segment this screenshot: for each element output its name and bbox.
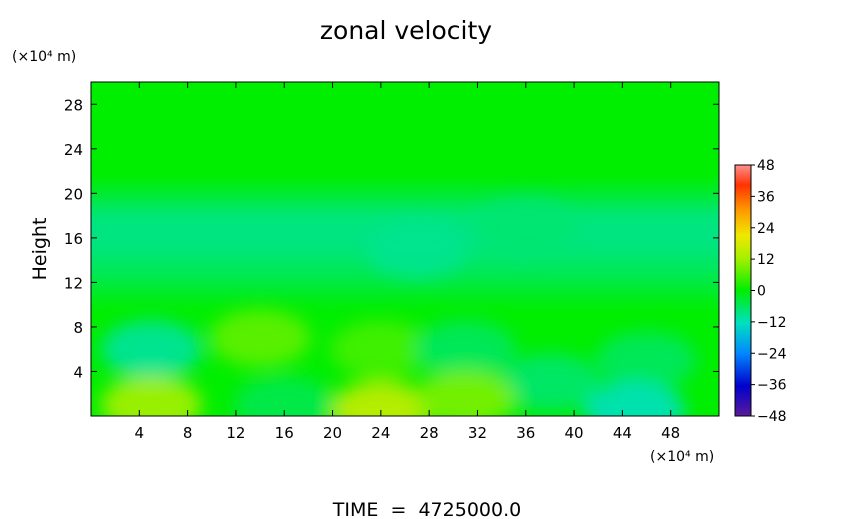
- y-tick-label: 12: [64, 274, 83, 292]
- x-tick-label: 48: [661, 424, 680, 442]
- field-feature: [209, 309, 311, 368]
- x-tick-label: 16: [275, 424, 294, 442]
- x-tick-label: 12: [226, 424, 245, 442]
- field-feature: [366, 220, 468, 278]
- colorbar-tick-label: 36: [757, 189, 775, 205]
- x-tick-label: 4: [135, 424, 145, 442]
- field-feature: [330, 381, 432, 416]
- time-footer: TIME = 4725000.0: [332, 499, 521, 519]
- field-feature: [499, 353, 601, 412]
- plot-frame: [90, 81, 720, 417]
- x-axis-ticks: 4 8 12 16 20 24 28 32 36 40 44 48: [135, 82, 680, 442]
- x-tick-label: 24: [371, 424, 390, 442]
- x-tick-label: 36: [516, 424, 535, 442]
- colorbar: [734, 164, 752, 417]
- x-tick-label: 8: [183, 424, 193, 442]
- x-tick-label: 20: [323, 424, 342, 442]
- y-unit-label: (×10⁴ m): [12, 49, 76, 65]
- colorbar-tick-label: 0: [757, 284, 766, 300]
- colorbar-tick-label: −24: [757, 346, 787, 362]
- colorbar-ticks: 48 36 24 12 0 −12 −24 −36 −48: [751, 158, 787, 425]
- colorbar-tick-label: 24: [757, 221, 775, 237]
- field-features: [100, 197, 698, 416]
- field-feature: [100, 375, 203, 416]
- x-tick-label: 40: [565, 424, 584, 442]
- field-feature: [330, 320, 432, 379]
- x-tick-label: 28: [420, 424, 439, 442]
- field-feature: [414, 320, 517, 379]
- colorbar-tick-label: 12: [757, 252, 775, 268]
- field-feature: [233, 375, 335, 416]
- y-tick-label: 8: [73, 319, 83, 337]
- y-tick-label: 24: [64, 141, 83, 159]
- y-tick-label: 16: [64, 230, 83, 248]
- field-feature: [595, 331, 698, 390]
- x-tick-label: 32: [468, 424, 487, 442]
- colorbar-tick-label: −48: [757, 409, 787, 425]
- y-tick-label: 28: [64, 96, 83, 114]
- y-axis-ticks: 4 8 12 16 20 24 28: [64, 96, 719, 381]
- colorbar-tick-label: 48: [757, 158, 775, 174]
- y-tick-label: 4: [73, 363, 83, 381]
- x-tick-label: 44: [613, 424, 632, 442]
- x-unit-label: (×10⁴ m): [650, 449, 714, 465]
- colorbar-tick-label: −36: [757, 378, 787, 394]
- heatmap-field: [91, 82, 719, 416]
- field-feature: [414, 370, 517, 416]
- field-band: [91, 276, 719, 300]
- colorbar-tick-label: −12: [757, 315, 787, 331]
- y-axis-label: Height: [29, 218, 51, 281]
- field-band: [91, 187, 719, 211]
- chart-title: zonal velocity: [320, 16, 492, 45]
- field-feature: [583, 381, 686, 416]
- field-feature: [100, 320, 203, 379]
- y-tick-label: 20: [64, 185, 83, 203]
- field-feature: [475, 197, 577, 256]
